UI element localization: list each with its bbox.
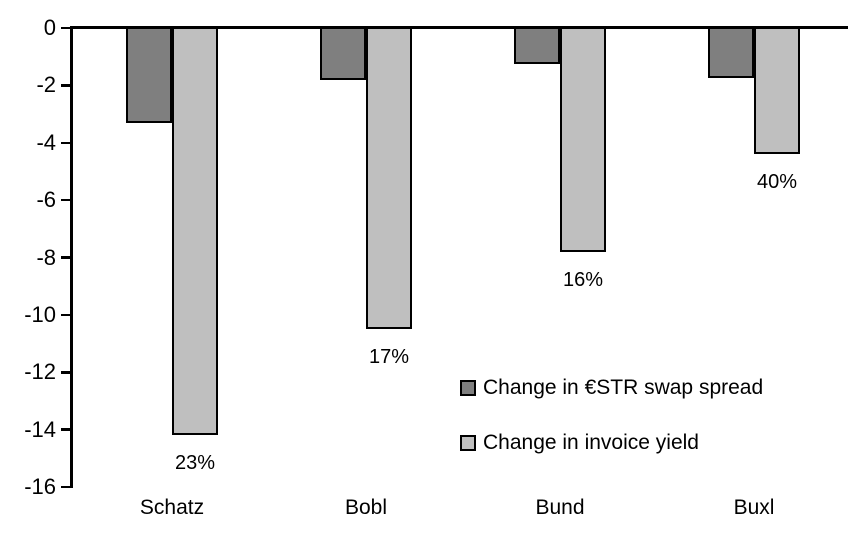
bar-estr-schatz bbox=[126, 27, 172, 123]
y-axis-tick bbox=[61, 141, 70, 144]
data-label-schatz: 23% bbox=[174, 452, 216, 475]
legend-item-invoice-yield: Change in invoice yield bbox=[460, 432, 699, 453]
bar-estr-bund bbox=[514, 27, 560, 64]
legend-swatch-estr-icon bbox=[460, 379, 476, 396]
legend-item-estr-swap-spread: Change in €STR swap spread bbox=[460, 377, 763, 398]
x-axis-label-buxl: Buxl bbox=[733, 496, 775, 519]
y-axis-tick bbox=[61, 485, 70, 489]
data-label-bund: 16% bbox=[562, 268, 604, 291]
bar-invoice-bund bbox=[560, 27, 606, 252]
y-axis-tick bbox=[61, 313, 70, 317]
y-axis-tick-label: -4 bbox=[36, 129, 56, 155]
legend-swatch-invoice-icon bbox=[460, 434, 476, 451]
bar-estr-bobl bbox=[320, 27, 366, 80]
bar-invoice-schatz bbox=[172, 27, 218, 436]
x-axis-zero-line bbox=[70, 25, 848, 29]
x-axis-label-bobl: Bobl bbox=[344, 496, 388, 519]
x-axis-label-bund: Bund bbox=[535, 496, 585, 519]
y-axis-tick-label: -10 bbox=[24, 301, 56, 327]
legend-label-estr: Change in €STR swap spread bbox=[483, 376, 764, 399]
y-axis-tick-label: -16 bbox=[24, 474, 56, 499]
y-axis-tick bbox=[61, 371, 70, 374]
y-axis-tick-label: -12 bbox=[24, 359, 56, 385]
y-axis-tick bbox=[61, 26, 70, 30]
bar-invoice-buxl bbox=[754, 27, 800, 155]
y-axis-tick-label: 0 bbox=[43, 15, 56, 40]
data-label-bobl: 17% bbox=[368, 346, 410, 369]
bar-estr-buxl bbox=[708, 27, 754, 79]
x-axis-label-schatz: Schatz bbox=[139, 496, 205, 519]
y-axis-tick-label: -6 bbox=[36, 187, 56, 213]
y-axis-tick-label: -8 bbox=[36, 244, 56, 270]
y-axis-tick-label: -2 bbox=[36, 72, 56, 98]
data-label-buxl: 40% bbox=[756, 171, 798, 194]
y-axis-tick bbox=[61, 84, 70, 87]
y-axis-tick bbox=[61, 256, 70, 259]
bar-invoice-bobl bbox=[366, 27, 412, 330]
legend-label-invoice: Change in invoice yield bbox=[483, 431, 699, 454]
y-axis-tick bbox=[61, 428, 70, 431]
y-axis-line bbox=[70, 25, 73, 488]
y-axis-tick bbox=[61, 198, 70, 202]
y-axis-tick-label: -14 bbox=[24, 416, 56, 442]
